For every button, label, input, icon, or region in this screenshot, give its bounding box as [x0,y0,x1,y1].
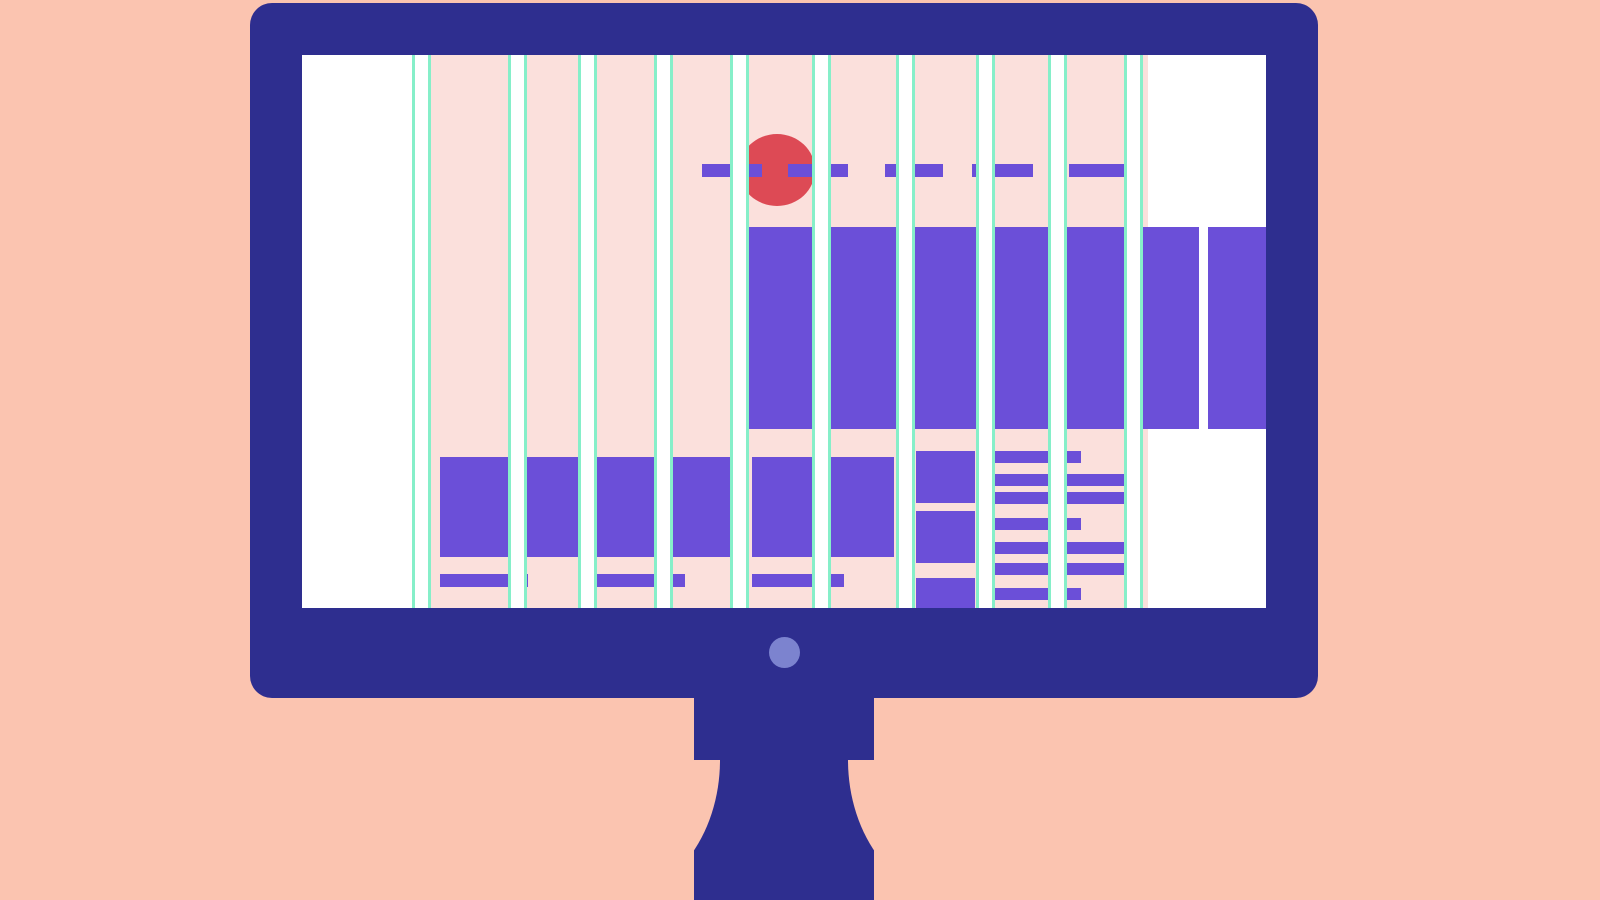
card-image-1[interactable] [440,457,578,557]
sidebar-thumbnail-2[interactable] [916,511,975,563]
card-image-2[interactable] [596,457,732,557]
card-3-text-line-1 [752,574,844,587]
navbar-item-3[interactable] [885,164,943,177]
sidebar-text-line-3 [991,492,1131,504]
navbar-item-5[interactable] [1069,164,1129,177]
card-1-text-line-1 [440,574,528,587]
hero-block-secondary[interactable] [1208,227,1266,429]
sidebar-text-line-4 [991,518,1081,530]
power-indicator-dot[interactable] [769,637,800,668]
monitor-screen[interactable] [302,55,1266,608]
sidebar-text-line-6 [991,563,1131,575]
sidebar-text-line-7 [991,588,1081,600]
grid-line-1 [412,55,415,608]
navbar-item-1[interactable] [702,164,762,177]
monitor-stand-neck [694,690,874,900]
sidebar-text-line-1 [991,451,1081,463]
sidebar-text-line-5 [991,542,1131,554]
navbar-item-4[interactable] [972,164,1033,177]
sidebar-text-line-2 [991,474,1131,486]
sidebar-thumbnail-3[interactable] [916,578,975,608]
card-image-3[interactable] [752,457,894,557]
navbar-item-2[interactable] [788,164,848,177]
hero-block-primary[interactable] [742,227,1199,429]
card-2-text-line-1 [596,574,685,587]
sidebar-thumbnail-1[interactable] [916,451,975,503]
